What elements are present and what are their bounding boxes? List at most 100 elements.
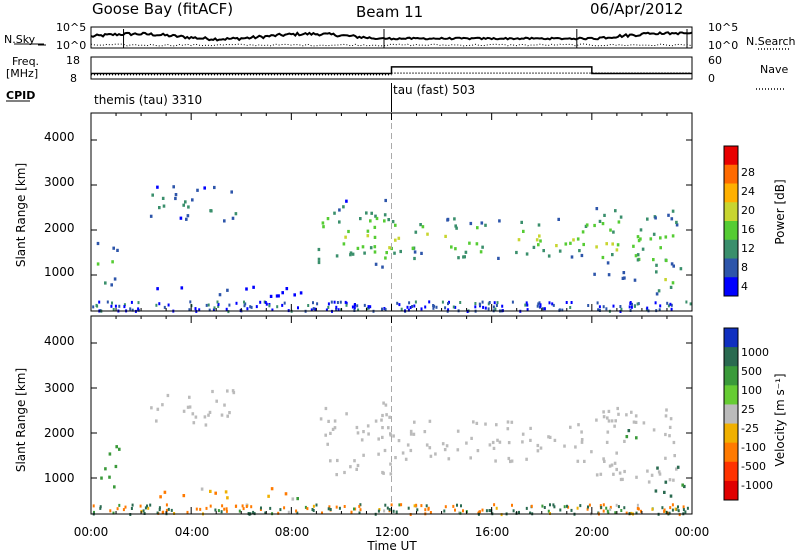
velocity-region-5-pixel — [392, 434, 395, 438]
velocity-region-6-pixel — [668, 478, 672, 482]
power-bottom-pixel — [411, 305, 414, 308]
velocity-bottom-pixel — [552, 503, 555, 507]
power-region-5-pixel — [525, 252, 529, 256]
power-bottom-pixel — [620, 307, 623, 311]
velocity-region-4-pixel — [329, 431, 332, 435]
vel-cb-tick-neg100: -100 — [741, 441, 766, 454]
colorbars — [723, 145, 739, 501]
nave-tick-low: 0 — [708, 72, 715, 85]
power-colorbar-swatch-7 — [724, 258, 738, 278]
power-region-4-pixel — [373, 245, 377, 249]
velocity-bottom-pixel — [315, 503, 318, 507]
power-bottom-pixel — [511, 300, 514, 304]
velocity-bottom-pixel — [321, 511, 323, 515]
velocity-region-5-pixel — [569, 425, 572, 429]
velocity-bottom-pixel — [615, 503, 618, 507]
velocity-region-5-pixel — [529, 438, 532, 442]
velocity-bottom-pixel — [617, 505, 620, 509]
power-region-4-pixel — [338, 208, 341, 212]
power-region-4-pixel — [317, 257, 321, 261]
power-region-4-pixel — [381, 265, 384, 269]
velocity-bottom-pixel — [456, 503, 458, 507]
power-bottom-pixel — [111, 301, 113, 305]
power-colorbar-swatch-3 — [724, 183, 738, 203]
velocity-region-5-pixel — [510, 420, 514, 424]
power-region-2-pixel — [172, 185, 175, 189]
velocity-bottom-pixel — [570, 508, 573, 512]
velocity-bottom-pixel — [488, 509, 491, 512]
power-region-4-pixel — [317, 260, 321, 265]
velocity-region-6-pixel — [623, 469, 626, 474]
velocity-region-4-pixel — [329, 459, 332, 463]
power-bottom-pixel — [384, 308, 387, 311]
power-region-3-pixel — [226, 288, 229, 292]
power-region-5-pixel — [475, 242, 479, 246]
power-bottom-pixel — [398, 303, 401, 307]
cpid-label: CPID — [6, 89, 36, 102]
velocity-region-4-pixel — [383, 448, 387, 453]
power-bottom-pixel — [492, 305, 495, 309]
velocity-region-5-pixel — [429, 454, 433, 458]
vel-cb-tick-neg1000: -1000 — [741, 479, 773, 492]
power-region-6-pixel — [622, 271, 626, 275]
power-colorbar-swatch-4 — [724, 202, 738, 222]
velocity-region-6-pixel — [672, 440, 676, 445]
power-colorbar-label: Power [dB] — [773, 179, 787, 245]
velocity-region-2-pixel — [188, 395, 191, 399]
velocity-bottom-pixel — [413, 504, 416, 508]
power-ytick-1000: 1000 — [44, 265, 75, 279]
velocity-bottom-pixel — [350, 510, 353, 514]
velocity-region-4-pixel — [382, 401, 385, 405]
velocity-bottom-pixel — [205, 506, 208, 510]
power-bottom-pixel — [255, 305, 258, 309]
velocity-region-2-pixel — [215, 399, 218, 403]
power-region-5-pixel — [419, 223, 422, 227]
power-bottom-pixel — [689, 302, 692, 306]
velocity-bottom-pixel — [600, 506, 603, 509]
velocity-bottom-pixel — [478, 510, 481, 514]
velocity-bottom-pixel — [623, 506, 626, 510]
power-bottom-pixel — [283, 301, 286, 305]
power-cb-tick-20: 20 — [741, 204, 755, 217]
velocity-region-5-pixel — [428, 419, 432, 423]
velocity-region-5-pixel — [548, 435, 552, 439]
nave-tick-high: 60 — [708, 54, 722, 67]
power-region-6-pixel — [646, 217, 649, 221]
power-ytick-4000: 4000 — [44, 130, 75, 144]
power-region-4-pixel — [317, 247, 321, 252]
power-bottom-pixel — [227, 310, 230, 314]
power-bottom-pixel — [213, 306, 216, 310]
power-bottom-pixel — [552, 303, 555, 307]
velocity-region-5-pixel — [394, 456, 397, 460]
power-panel-frame — [90, 112, 693, 312]
power-region-5-pixel — [446, 218, 449, 222]
velocity-bottom-pixel — [223, 507, 226, 511]
power-bottom-pixel — [336, 301, 339, 304]
velocity-region-5-pixel — [434, 452, 437, 456]
velocity-panel — [92, 316, 689, 517]
velocity-bottom-pixel — [525, 506, 528, 510]
velocity-region-2-pixel — [186, 405, 190, 409]
nsearch-label: N.Search — [746, 35, 796, 48]
velocity-region-1-pixel — [104, 467, 107, 471]
power-bottom-pixel — [297, 306, 299, 310]
velocity-region-2-pixel — [220, 413, 224, 417]
velocity-region-2-pixel — [155, 419, 158, 423]
power-bottom-pixel — [542, 307, 544, 311]
velocity-ylabel: Slant Range [km] — [14, 367, 28, 473]
power-region-5-pixel — [453, 217, 456, 221]
velocity-colorbar-swatch-5 — [724, 404, 738, 425]
velocity-bottom-pixel — [495, 506, 498, 510]
power-bottom-pixel — [276, 305, 279, 309]
velocity-bottom-pixel — [576, 506, 579, 510]
velocity-bottom-pixel — [559, 508, 562, 512]
power-bottom-pixel — [327, 305, 330, 309]
power-bottom-pixel — [444, 306, 447, 310]
velocity-bottom-pixel — [384, 503, 387, 507]
power-region-2-pixel — [230, 190, 233, 194]
velocity-region-5-pixel — [539, 446, 543, 450]
power-bottom-pixel — [312, 307, 315, 311]
power-panel — [92, 113, 692, 314]
vel-cb-tick-1000: 1000 — [741, 346, 769, 359]
velocity-bottom-pixel — [677, 505, 679, 509]
